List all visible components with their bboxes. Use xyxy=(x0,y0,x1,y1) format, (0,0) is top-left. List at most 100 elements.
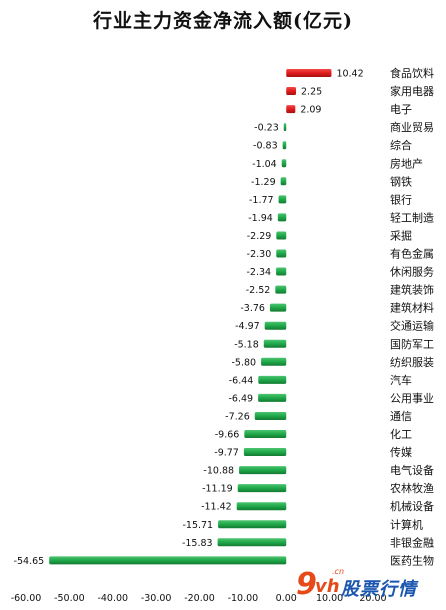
category-label-食品饮料: 食品饮料 xyxy=(390,66,434,80)
bar-公用事业 xyxy=(258,393,287,402)
value-label-纺织服装: -5.80 xyxy=(231,357,256,368)
bar-交通运输 xyxy=(264,321,287,330)
value-labels-layer: 10.42 2.25 2.09 -0.23 -0.83 -1.04 -1.29 -1.77 -1… xyxy=(14,69,364,567)
category-label-化工: 化工 xyxy=(390,427,412,441)
category-label-非银金融: 非银金融 xyxy=(390,535,434,549)
category-label-家用电器: 家用电器 xyxy=(390,84,434,98)
value-label-公用事业: -6.49 xyxy=(229,393,254,404)
category-label-钢铁: 钢铁 xyxy=(390,175,412,188)
category-label-公用事业: 公用事业 xyxy=(390,392,434,405)
bar-传媒 xyxy=(243,448,287,457)
bar-国防军工 xyxy=(263,339,287,348)
watermark-domain: .cn xyxy=(332,567,345,576)
value-label-银行: -1.77 xyxy=(249,195,274,206)
category-label-农林牧渔: 农林牧渔 xyxy=(390,481,434,495)
x-tick-label: 10.00 xyxy=(316,593,343,604)
watermark-vh: vh xyxy=(315,576,340,597)
x-tick-label: -30.00 xyxy=(141,593,172,604)
category-label-汽车: 汽车 xyxy=(390,373,412,387)
value-label-计算机: -15.71 xyxy=(182,520,213,531)
bar-农林牧渔 xyxy=(237,484,287,493)
category-label-轻工制造: 轻工制造 xyxy=(390,210,434,224)
bar-食品饮料 xyxy=(286,69,332,77)
bar-家用电器 xyxy=(286,87,297,96)
bar-非银金融 xyxy=(217,538,287,547)
bar-商业贸易 xyxy=(283,123,287,132)
value-label-传媒: -9.77 xyxy=(214,448,239,459)
bar-轻工制造 xyxy=(277,213,287,222)
value-label-电子: 2.09 xyxy=(300,105,321,116)
value-label-电气设备: -10.88 xyxy=(203,466,234,477)
bar-医药生物 xyxy=(49,556,287,565)
value-label-汽车: -6.44 xyxy=(229,375,254,386)
value-label-商业贸易: -0.23 xyxy=(254,123,279,134)
category-label-交通运输: 交通运输 xyxy=(390,319,434,333)
watermark-nine: 9 xyxy=(296,567,317,602)
bar-建筑装饰 xyxy=(275,285,287,294)
bar-钢铁 xyxy=(280,177,287,186)
category-label-传媒: 传媒 xyxy=(390,446,412,459)
bar-电气设备 xyxy=(239,466,287,475)
watermark-text: 股票行情 xyxy=(341,579,417,600)
bar-有色金属 xyxy=(276,249,287,258)
category-label-建筑装饰: 建筑装饰 xyxy=(390,283,434,297)
value-label-综合: -0.83 xyxy=(253,141,278,152)
category-label-通信: 通信 xyxy=(390,410,412,423)
value-label-农林牧渔: -11.19 xyxy=(202,484,233,495)
value-label-采掘: -2.29 xyxy=(247,231,272,242)
category-label-银行: 银行 xyxy=(390,192,412,206)
x-tick-label: -40.00 xyxy=(97,593,128,604)
chart-title: 行业主力资金净流入额(亿元) xyxy=(93,10,353,32)
value-label-通信: -7.26 xyxy=(225,411,250,422)
x-axis-ticks: -60.00 -50.00 -40.00 -30.00 -20.00 -10.00 0.00… xyxy=(11,593,387,604)
bar-电子 xyxy=(286,105,296,114)
category-labels-layer: 食品饮料家用电器电子商业贸易综合房地产钢铁银行轻工制造采掘有色金属休闲服务建筑装… xyxy=(390,66,434,567)
value-label-食品饮料: 10.42 xyxy=(336,69,363,80)
value-label-医药生物: -54.65 xyxy=(14,556,45,567)
category-label-纺织服装: 纺织服装 xyxy=(390,355,434,369)
x-tick-label: 0.00 xyxy=(276,593,297,604)
value-label-国防军工: -5.18 xyxy=(234,339,259,350)
value-label-有色金属: -2.30 xyxy=(247,249,272,260)
category-label-电气设备: 电气设备 xyxy=(390,463,434,477)
bar-机械设备 xyxy=(236,502,287,511)
value-label-建筑装饰: -2.52 xyxy=(246,285,271,296)
value-label-钢铁: -1.29 xyxy=(251,177,276,188)
category-label-商业贸易: 商业贸易 xyxy=(390,120,434,134)
value-label-交通运输: -4.97 xyxy=(235,321,260,332)
x-tick-label: -10.00 xyxy=(228,593,259,604)
value-label-轻工制造: -1.94 xyxy=(248,213,273,224)
value-label-建筑材料: -3.76 xyxy=(240,303,265,314)
category-label-综合: 综合 xyxy=(390,138,412,152)
bar-纺织服装 xyxy=(261,357,287,366)
bar-建筑材料 xyxy=(269,303,287,312)
value-label-房地产: -1.04 xyxy=(252,159,277,170)
category-label-计算机: 计算机 xyxy=(390,517,423,531)
category-label-建筑材料: 建筑材料 xyxy=(390,301,434,315)
bar-采掘 xyxy=(276,231,287,240)
value-label-化工: -9.66 xyxy=(215,430,240,441)
value-label-非银金融: -15.83 xyxy=(182,538,213,549)
category-label-医药生物: 医药生物 xyxy=(390,553,434,567)
category-label-休闲服务: 休闲服务 xyxy=(390,265,434,279)
bar-计算机 xyxy=(218,520,287,529)
x-tick-label: -60.00 xyxy=(11,593,42,604)
category-label-采掘: 采掘 xyxy=(390,228,412,242)
bar-银行 xyxy=(278,195,287,204)
bar-汽车 xyxy=(258,375,287,384)
category-label-电子: 电子 xyxy=(390,103,412,116)
x-tick-label: -50.00 xyxy=(54,593,85,604)
category-label-国防军工: 国防军工 xyxy=(390,337,434,351)
category-label-房地产: 房地产 xyxy=(390,156,423,170)
bar-化工 xyxy=(244,430,287,438)
value-label-机械设备: -11.42 xyxy=(201,502,232,513)
bar-通信 xyxy=(254,411,287,420)
value-label-家用电器: 2.25 xyxy=(301,87,322,98)
watermark-logo: 9 vh .cn 股票行情 xyxy=(296,567,446,607)
x-tick-label: 20.00 xyxy=(359,593,386,604)
category-label-有色金属: 有色金属 xyxy=(390,247,434,261)
bar-综合 xyxy=(282,141,287,150)
bar-房地产 xyxy=(281,159,287,168)
value-label-休闲服务: -2.34 xyxy=(247,267,272,278)
